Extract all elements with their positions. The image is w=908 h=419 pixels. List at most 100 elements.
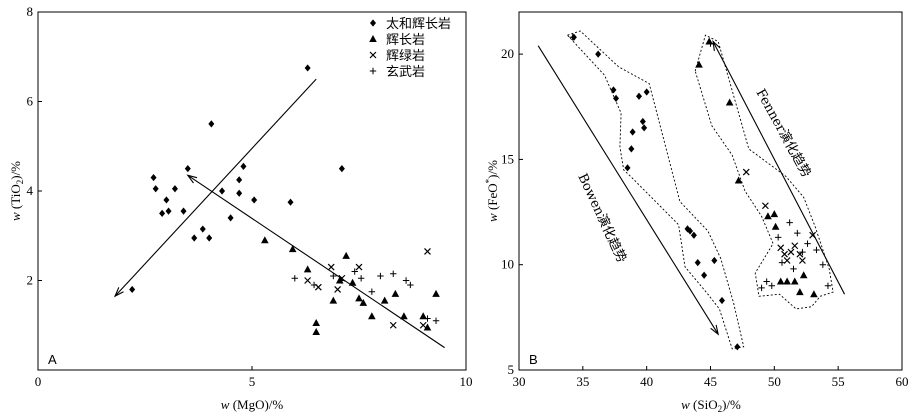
point-diamond (711, 256, 718, 265)
point-triangle (419, 312, 427, 320)
y-tick-label: 10 (501, 257, 514, 272)
point-x (355, 263, 363, 271)
point-diamond (628, 145, 635, 153)
point-diamond (171, 185, 178, 193)
point-diamond (150, 173, 157, 182)
x-tick-label: 55 (832, 374, 845, 389)
point-triangle (695, 60, 703, 68)
point-triangle (810, 290, 818, 298)
point-plus (390, 270, 397, 277)
legend-label: 辉绿岩 (386, 49, 425, 64)
point-x (424, 247, 431, 255)
panel-a-ylabel: w (TiO2)/% (8, 161, 25, 221)
x-tick-label: 45 (704, 374, 717, 389)
point-x (304, 277, 312, 284)
panel-a: 0 5 10 2 4 6 8 A w (MgO)/% w (TiO2)/% 太和辉长岩辉长岩… (8, 4, 473, 412)
point-plus (368, 288, 376, 295)
point-triangle (796, 288, 804, 296)
x-tick-label: 5 (249, 374, 256, 389)
point-diamond (624, 164, 631, 172)
point-triangle (734, 176, 743, 184)
point-triangle (368, 312, 376, 320)
point-diamond (236, 176, 243, 184)
panel-b-trend-lines (537, 40, 846, 336)
point-triangle (705, 37, 714, 45)
y-tick-label: 2 (27, 273, 34, 288)
panel-b-xlabel: w (SiO2)/% (681, 397, 741, 414)
point-triangle (359, 298, 368, 306)
y-tick-label: 20 (501, 46, 514, 61)
point-plus (799, 248, 806, 256)
point-plus (338, 277, 346, 284)
point-x (327, 263, 335, 271)
legend-label: 辉长岩 (386, 33, 425, 48)
point-x (809, 231, 817, 239)
panel-b-label: B (529, 352, 538, 367)
point-diamond (690, 231, 697, 239)
point-triangle (725, 98, 734, 106)
point-x (787, 248, 795, 256)
point-diamond (165, 207, 172, 215)
legend-label: 玄武岩 (386, 65, 425, 80)
point-diamond (199, 225, 206, 233)
point-diamond (641, 124, 648, 132)
point-plus (786, 219, 793, 226)
panel-a-label: A (48, 352, 57, 367)
point-triangle (303, 265, 312, 273)
point-diamond (639, 117, 646, 126)
point-plus (819, 261, 827, 268)
y-tick-label: 15 (501, 151, 514, 166)
point-triangle (312, 327, 320, 335)
point-triangle (432, 289, 440, 297)
point-diamond (694, 259, 701, 267)
y-tick-label: 4 (27, 183, 34, 198)
point-diamond (595, 50, 602, 58)
point-triangle (348, 278, 357, 286)
point-diamond (219, 187, 226, 195)
point-plus (804, 240, 811, 247)
point-triangle (776, 277, 785, 285)
point-plus (377, 272, 384, 280)
point-plus (774, 234, 782, 241)
point-diamond (613, 94, 620, 102)
legend-marker-plus (369, 67, 377, 75)
point-diamond (338, 165, 345, 173)
point-plus (794, 229, 801, 237)
panel-a-xlabel: w (MgO)/% (221, 397, 284, 412)
point-triangle (771, 222, 780, 230)
point-triangle (342, 251, 350, 259)
point-diamond (159, 209, 166, 217)
bowen-trend-label: Bowen演化趋势 (574, 171, 629, 265)
point-triangle (355, 294, 363, 302)
legend-label: 太和辉长岩 (386, 17, 451, 32)
trend-arrow-2-head (186, 174, 198, 184)
point-diamond (687, 227, 694, 235)
x-tick-label: 0 (35, 374, 42, 389)
y-tick-label: 8 (27, 4, 34, 19)
point-plus (569, 34, 576, 41)
point-diamond (287, 198, 294, 206)
panel-b-ylabel: w (FeO*)/% (484, 160, 500, 222)
point-x (742, 168, 750, 176)
point-plus (824, 282, 832, 289)
point-x (798, 257, 806, 264)
field-envelope-2 (694, 34, 834, 310)
legend-marker-triangle (369, 35, 377, 42)
x-tick-label: 35 (576, 374, 589, 389)
x-tick-label: 60 (896, 374, 908, 389)
panel-a-ticks: 0 5 10 2 4 6 8 (27, 4, 473, 389)
point-diamond (610, 86, 617, 94)
y-tick-label: 5 (508, 362, 515, 377)
point-triangle (288, 245, 297, 253)
point-diamond (129, 285, 136, 294)
point-x (777, 244, 785, 252)
trend-arrow-2 (712, 41, 846, 295)
point-diamond (191, 234, 198, 242)
point-x (791, 242, 799, 250)
point-plus (424, 315, 431, 322)
point-triangle (312, 319, 320, 327)
point-diamond (152, 185, 159, 193)
point-diamond (643, 88, 650, 96)
point-diamond (163, 196, 170, 204)
